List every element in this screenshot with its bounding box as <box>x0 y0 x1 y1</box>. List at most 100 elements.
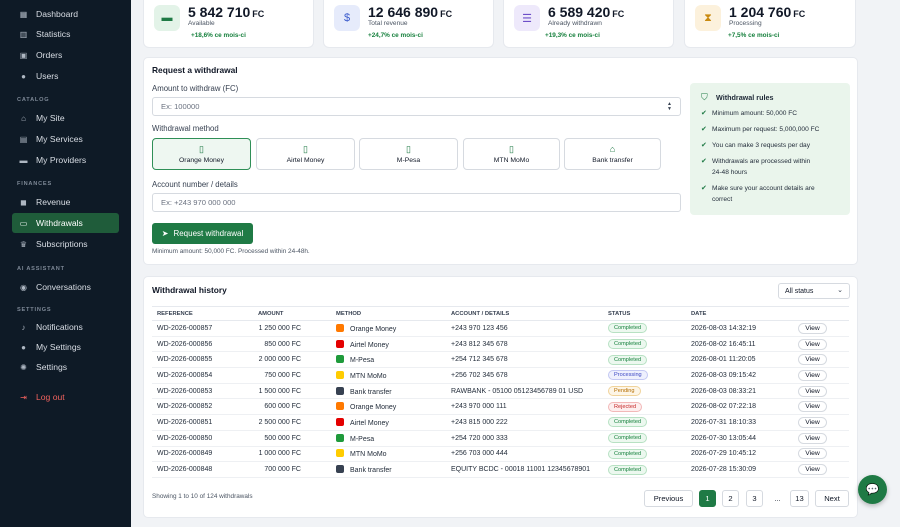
cell-account: +256 703 000 444 <box>446 446 603 463</box>
cell-account: +243 970 123 456 <box>446 320 603 337</box>
sidebar-item-my-settings[interactable]: ● My Settings <box>12 337 119 357</box>
sidebar-item-withdrawals[interactable]: ▭ Withdrawals <box>12 213 119 233</box>
col-status: STATUS <box>603 306 686 321</box>
chat-support-button[interactable]: 💬 <box>858 475 887 504</box>
method-logo-icon <box>336 417 344 426</box>
view-button[interactable]: View <box>798 354 827 366</box>
cell-amount: 750 000 FC <box>253 367 331 384</box>
chevron-down-icon: ⌄ <box>837 287 843 294</box>
table-row: WD-2026-000856 850 000 FC Airtel Money +243… <box>152 336 849 353</box>
cell-status: Processing <box>603 367 686 384</box>
sidebar-item-notifications[interactable]: ♪ Notifications <box>12 317 119 337</box>
status-badge: Completed <box>608 339 648 350</box>
money-icon: ▭ <box>19 218 28 228</box>
view-button[interactable]: View <box>798 369 827 381</box>
method-bank-transfer[interactable]: ⌂ Bank transfer <box>564 138 661 170</box>
cell-status: Completed <box>603 351 686 369</box>
stat-change-available: +18,6% ce mois-ci <box>191 32 246 39</box>
amount-input[interactable]: Ex: 100000 ▲ ▼ <box>152 97 681 116</box>
sidebar-item-users[interactable]: ● Users <box>12 66 119 86</box>
pagination-page-1[interactable]: 1 <box>699 490 716 507</box>
col-account: ACCOUNT / DETAILS <box>446 306 603 321</box>
cell-method-label: MTN MoMo <box>350 372 387 380</box>
status-badge: Pending <box>608 386 641 397</box>
account-label: Account number / details <box>152 180 238 189</box>
status-filter-select[interactable]: All status ⌄ <box>778 283 850 299</box>
table-row: WD-2026-000849 1 000 000 FC MTN MoMo +256 7… <box>152 446 849 463</box>
method-m-pesa[interactable]: ▯ M-Pesa <box>359 138 458 170</box>
cell-method: M-Pesa <box>331 430 446 447</box>
logout-button[interactable]: ⇥ Log out <box>12 387 119 407</box>
table-row: WD-2026-000851 2 500 000 FC Airtel Money +2… <box>152 414 849 431</box>
view-button[interactable]: View <box>798 338 827 350</box>
cell-reference: WD-2026-000850 <box>152 430 253 447</box>
stepper-icon[interactable]: ▲ ▼ <box>667 101 672 112</box>
check-icon: ✔ <box>701 126 707 133</box>
sidebar-item-my-site[interactable]: ⌂ My Site <box>12 108 119 128</box>
phone-icon: ▯ <box>509 144 514 154</box>
amount-label: Amount to withdraw (FC) <box>152 84 239 93</box>
pagination-next[interactable]: Next <box>815 490 849 507</box>
sidebar-item-revenue[interactable]: ◼ Revenue <box>12 192 119 212</box>
cell-date: 2026-08-01 11:20:05 <box>686 351 793 369</box>
chart-icon: ▥ <box>19 29 28 39</box>
method-orange-money[interactable]: ▯ Orange Money <box>152 138 251 170</box>
cell-account: +243 970 000 111 <box>446 398 603 416</box>
sidebar-item-settings[interactable]: ✺ Settings <box>12 357 119 377</box>
rule-item: ✔ Minimum amount: 50,000 FC <box>701 110 798 117</box>
cell-date: 2026-08-03 14:32:19 <box>686 320 793 337</box>
cell-amount: 1 500 000 FC <box>253 383 331 400</box>
status-badge: Rejected <box>608 401 643 412</box>
sidebar-item-label: My Services <box>36 134 83 144</box>
sidebar-item-my-services[interactable]: ▤ My Services <box>12 129 119 149</box>
view-button[interactable]: View <box>798 464 827 476</box>
sidebar-item-dashboard[interactable]: ▦ Dashboard <box>12 4 119 24</box>
cell-method-label: Bank transfer <box>350 467 392 475</box>
cell-method-label: Orange Money <box>350 325 397 333</box>
check-icon: ✔ <box>701 142 707 149</box>
sidebar-item-orders[interactable]: ▣ Orders <box>12 45 119 65</box>
truck-icon: ▬ <box>19 155 28 165</box>
cell-method: Orange Money <box>331 320 446 337</box>
view-button[interactable]: View <box>798 322 827 334</box>
sidebar-item-label: Notifications <box>36 322 83 332</box>
pagination-page-2[interactable]: 2 <box>722 490 739 507</box>
cell-actions: View <box>793 398 849 416</box>
account-input[interactable]: Ex: +243 970 000 000 <box>152 193 681 212</box>
cell-method: Airtel Money <box>331 414 446 431</box>
cell-status: Completed <box>603 446 686 463</box>
view-button[interactable]: View <box>798 401 827 413</box>
view-button[interactable]: View <box>798 448 827 460</box>
pagination-page-13[interactable]: 13 <box>790 490 809 507</box>
cell-actions: View <box>793 383 849 400</box>
phone-icon: ▯ <box>303 144 308 154</box>
status-badge: Completed <box>608 354 648 365</box>
view-button[interactable]: View <box>798 385 827 397</box>
method-mtn-momo[interactable]: ▯ MTN MoMo <box>463 138 560 170</box>
cell-reference: WD-2026-000849 <box>152 446 253 463</box>
request-withdrawal-button[interactable]: ➤ Request withdrawal <box>152 223 253 244</box>
rule-item: ✔ You can make 3 requests per day <box>701 142 810 149</box>
amount-placeholder: Ex: 100000 <box>161 102 200 111</box>
method-airtel-money[interactable]: ▯ Airtel Money <box>256 138 355 170</box>
pagination-page-3[interactable]: 3 <box>746 490 763 507</box>
cell-status: Completed <box>603 414 686 431</box>
sidebar-item-label: Users <box>36 71 59 81</box>
pagination-previous[interactable]: Previous <box>644 490 693 507</box>
cell-reference: WD-2026-000851 <box>152 414 253 431</box>
view-button[interactable]: View <box>798 416 827 428</box>
method-logo-icon <box>336 465 344 474</box>
sidebar-item-subscriptions[interactable]: ♛ Subscriptions <box>12 234 119 254</box>
cell-reference: WD-2026-000852 <box>152 398 253 416</box>
sidebar-item-statistics[interactable]: ▥ Statistics <box>12 24 119 44</box>
cell-method: Orange Money <box>331 398 446 416</box>
cell-account: EQUITY BCDC - 00018 11001 12345678901 <box>446 461 603 478</box>
table-header-row: REFERENCE AMOUNT METHOD ACCOUNT / DETAIL… <box>152 306 849 321</box>
cell-amount: 700 000 FC <box>253 461 331 478</box>
method-logo-icon <box>336 449 344 458</box>
sidebar-item-my-providers[interactable]: ▬ My Providers <box>12 150 119 170</box>
sidebar-item-conversations[interactable]: ◉ Conversations <box>12 277 119 297</box>
view-button[interactable]: View <box>798 432 827 444</box>
sidebar-item-label: Statistics <box>36 29 71 39</box>
cell-amount: 2 500 000 FC <box>253 414 331 431</box>
